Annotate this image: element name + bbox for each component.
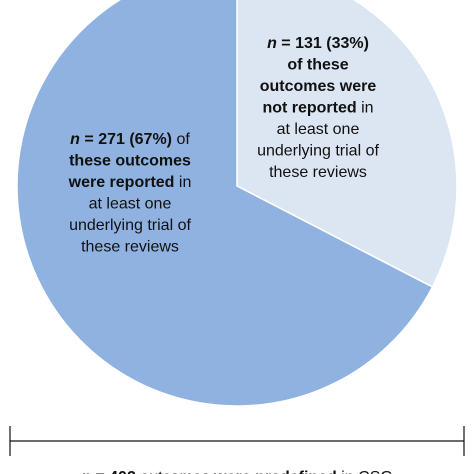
pie-slices: [16, 0, 458, 407]
slice-labels: n = 271 (67%) of these outcomes were repor…: [68, 35, 380, 256]
pie-slice-271: [16, 0, 434, 407]
pie-slice-131: [236, 0, 458, 288]
total-bracket: [9, 426, 465, 456]
slice-label-131: n = 131 (33%) of these outcomes were not re…: [257, 35, 379, 181]
slice-label-271: n = 271 (67%) of these outcomes were repor…: [68, 131, 192, 256]
total-outcomes-note: n = 402 outcomes were predefined in CSG: [81, 469, 393, 474]
